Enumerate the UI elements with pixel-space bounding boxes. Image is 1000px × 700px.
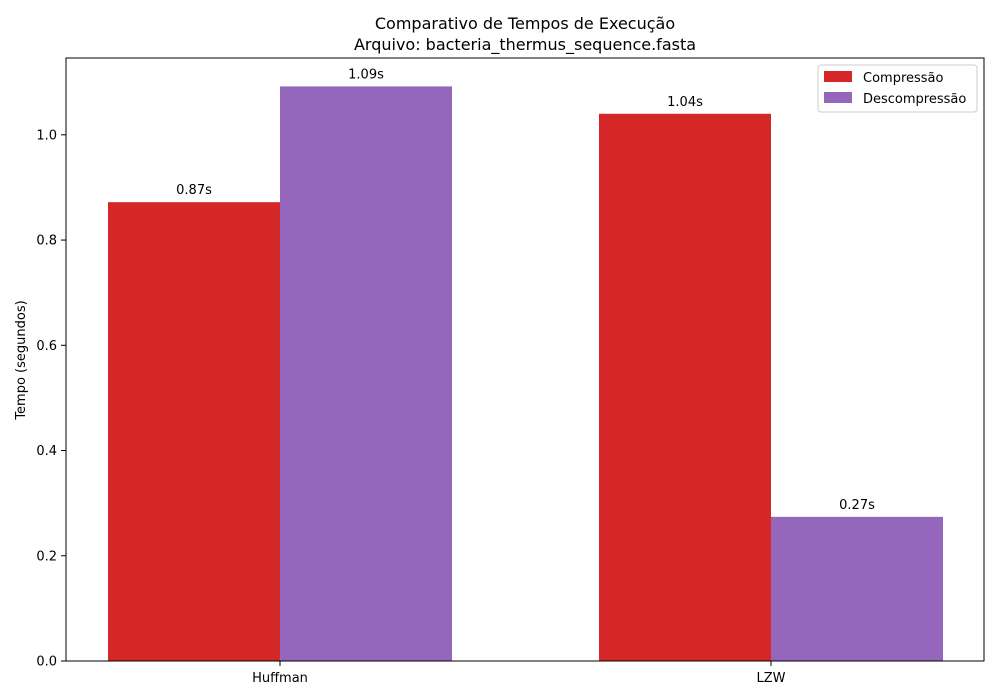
bar-descompress-o-lzw: [771, 516, 943, 661]
data-label: 0.27s: [839, 498, 875, 513]
data-label: 1.04s: [667, 95, 703, 110]
x-tick-label: LZW: [756, 671, 785, 686]
legend-label: Descompressão: [863, 92, 966, 107]
bar-compress-o-lzw: [599, 113, 771, 661]
y-tick-label: 0.0: [36, 655, 57, 670]
y-axis-label: Tempo (segundos): [14, 300, 29, 420]
x-tick-label: Huffman: [252, 671, 308, 686]
legend-box: [817, 64, 978, 113]
y-tick-label: 0.2: [36, 549, 57, 564]
chart-title: Comparativo de Tempos de Execução: [375, 14, 675, 33]
bar-compress-o-huffman: [108, 202, 280, 661]
y-tick-label: 0.8: [36, 234, 57, 249]
data-label: 1.09s: [348, 67, 384, 82]
x-axis: Huffman LZW: [252, 661, 786, 686]
plot-frame: [65, 57, 985, 662]
legend: Compressão Descompressão: [817, 64, 978, 113]
legend-label: Compressão: [863, 71, 944, 86]
y-tick-label: 0.4: [36, 444, 57, 459]
bars-layer: 0.87s 1.04s 1.09s 0.27s: [108, 67, 943, 661]
legend-swatch: [824, 92, 852, 103]
y-tick-label: 0.6: [36, 339, 57, 354]
chart-subtitle: Arquivo: bacteria_thermus_sequence.fasta: [354, 35, 696, 55]
legend-swatch: [824, 71, 852, 82]
y-tick-label: 1.0: [36, 128, 57, 143]
y-axis: 0.0 0.2 0.4 0.6 0.8 1.0: [36, 128, 66, 670]
data-label: 0.87s: [176, 183, 212, 198]
bar-descompress-o-huffman: [280, 86, 452, 661]
